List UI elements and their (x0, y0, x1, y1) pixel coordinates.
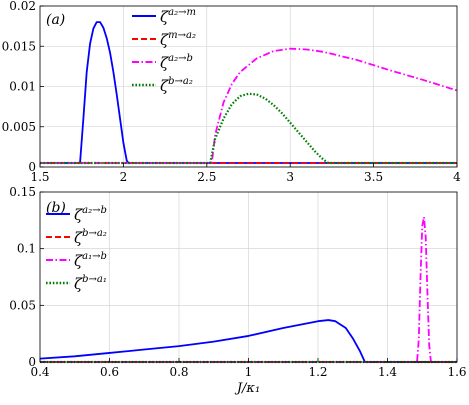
y-tick-label: 0.01 (9, 80, 36, 94)
panel-label: (a) (46, 12, 65, 28)
x-tick-label: 1 (245, 365, 253, 379)
y-tick-label: 0 (28, 160, 36, 174)
x-axis-label: J/κ₁ (234, 381, 260, 396)
series-line-0 (39, 319, 457, 363)
x-tick-label: 4 (453, 170, 461, 184)
x-tick-label: 1.4 (378, 365, 397, 379)
y-tick-label: 0.005 (2, 120, 36, 134)
legend-entry-2: ζa₂→b (160, 53, 193, 72)
legend-entry-0: ζa₂→m (160, 7, 196, 26)
legend-entry-1: ζb→a₂ (74, 228, 107, 247)
series-line-3 (40, 92, 457, 165)
x-tick-label: 1.2 (308, 365, 327, 379)
y-tick-label: 0.15 (9, 185, 36, 199)
series-line-0 (40, 21, 457, 164)
legend-entry-3: ζb→a₁ (74, 274, 107, 293)
x-tick-label: 2.5 (197, 170, 216, 184)
y-tick-label: 0 (28, 355, 36, 369)
legend-entry-1: ζm→a₂ (160, 30, 196, 49)
legend-entry-2: ζa₁→b (74, 251, 107, 270)
series-line-2 (40, 216, 457, 363)
x-tick-label: 3 (286, 170, 294, 184)
chart-panel-0: 1.5 2 2.5 3 3.5 4 0 0.005 0.01 0.015 0.02 (a) ζa₂→m ζ… (2, 0, 462, 184)
y-tick-label: 0.05 (9, 298, 36, 312)
x-tick-label: 1.5 (30, 170, 49, 184)
x-tick-label: 2 (120, 170, 128, 184)
y-tick-label: 0.1 (17, 242, 36, 256)
legend-entry-3: ζb→a₂ (160, 76, 193, 95)
y-tick-label: 0.015 (2, 39, 36, 53)
chart-panel-1: 0.4 0.6 0.8 1 1.2 1.4 1.6 0 0.05 0.1 0.15 (b) ζa₂→b ζ… (9, 185, 466, 396)
legend-entry-0: ζa₂→b (74, 205, 107, 224)
x-tick-label: 0.6 (100, 365, 119, 379)
panel-label: (b) (46, 200, 66, 216)
y-tick-label: 0.02 (9, 0, 36, 13)
x-tick-label: 0.4 (30, 365, 49, 379)
x-tick-label: 0.8 (169, 365, 188, 379)
series-line-2 (40, 47, 458, 164)
x-tick-label: 3.5 (364, 170, 383, 184)
x-tick-label: 1.6 (447, 365, 466, 379)
